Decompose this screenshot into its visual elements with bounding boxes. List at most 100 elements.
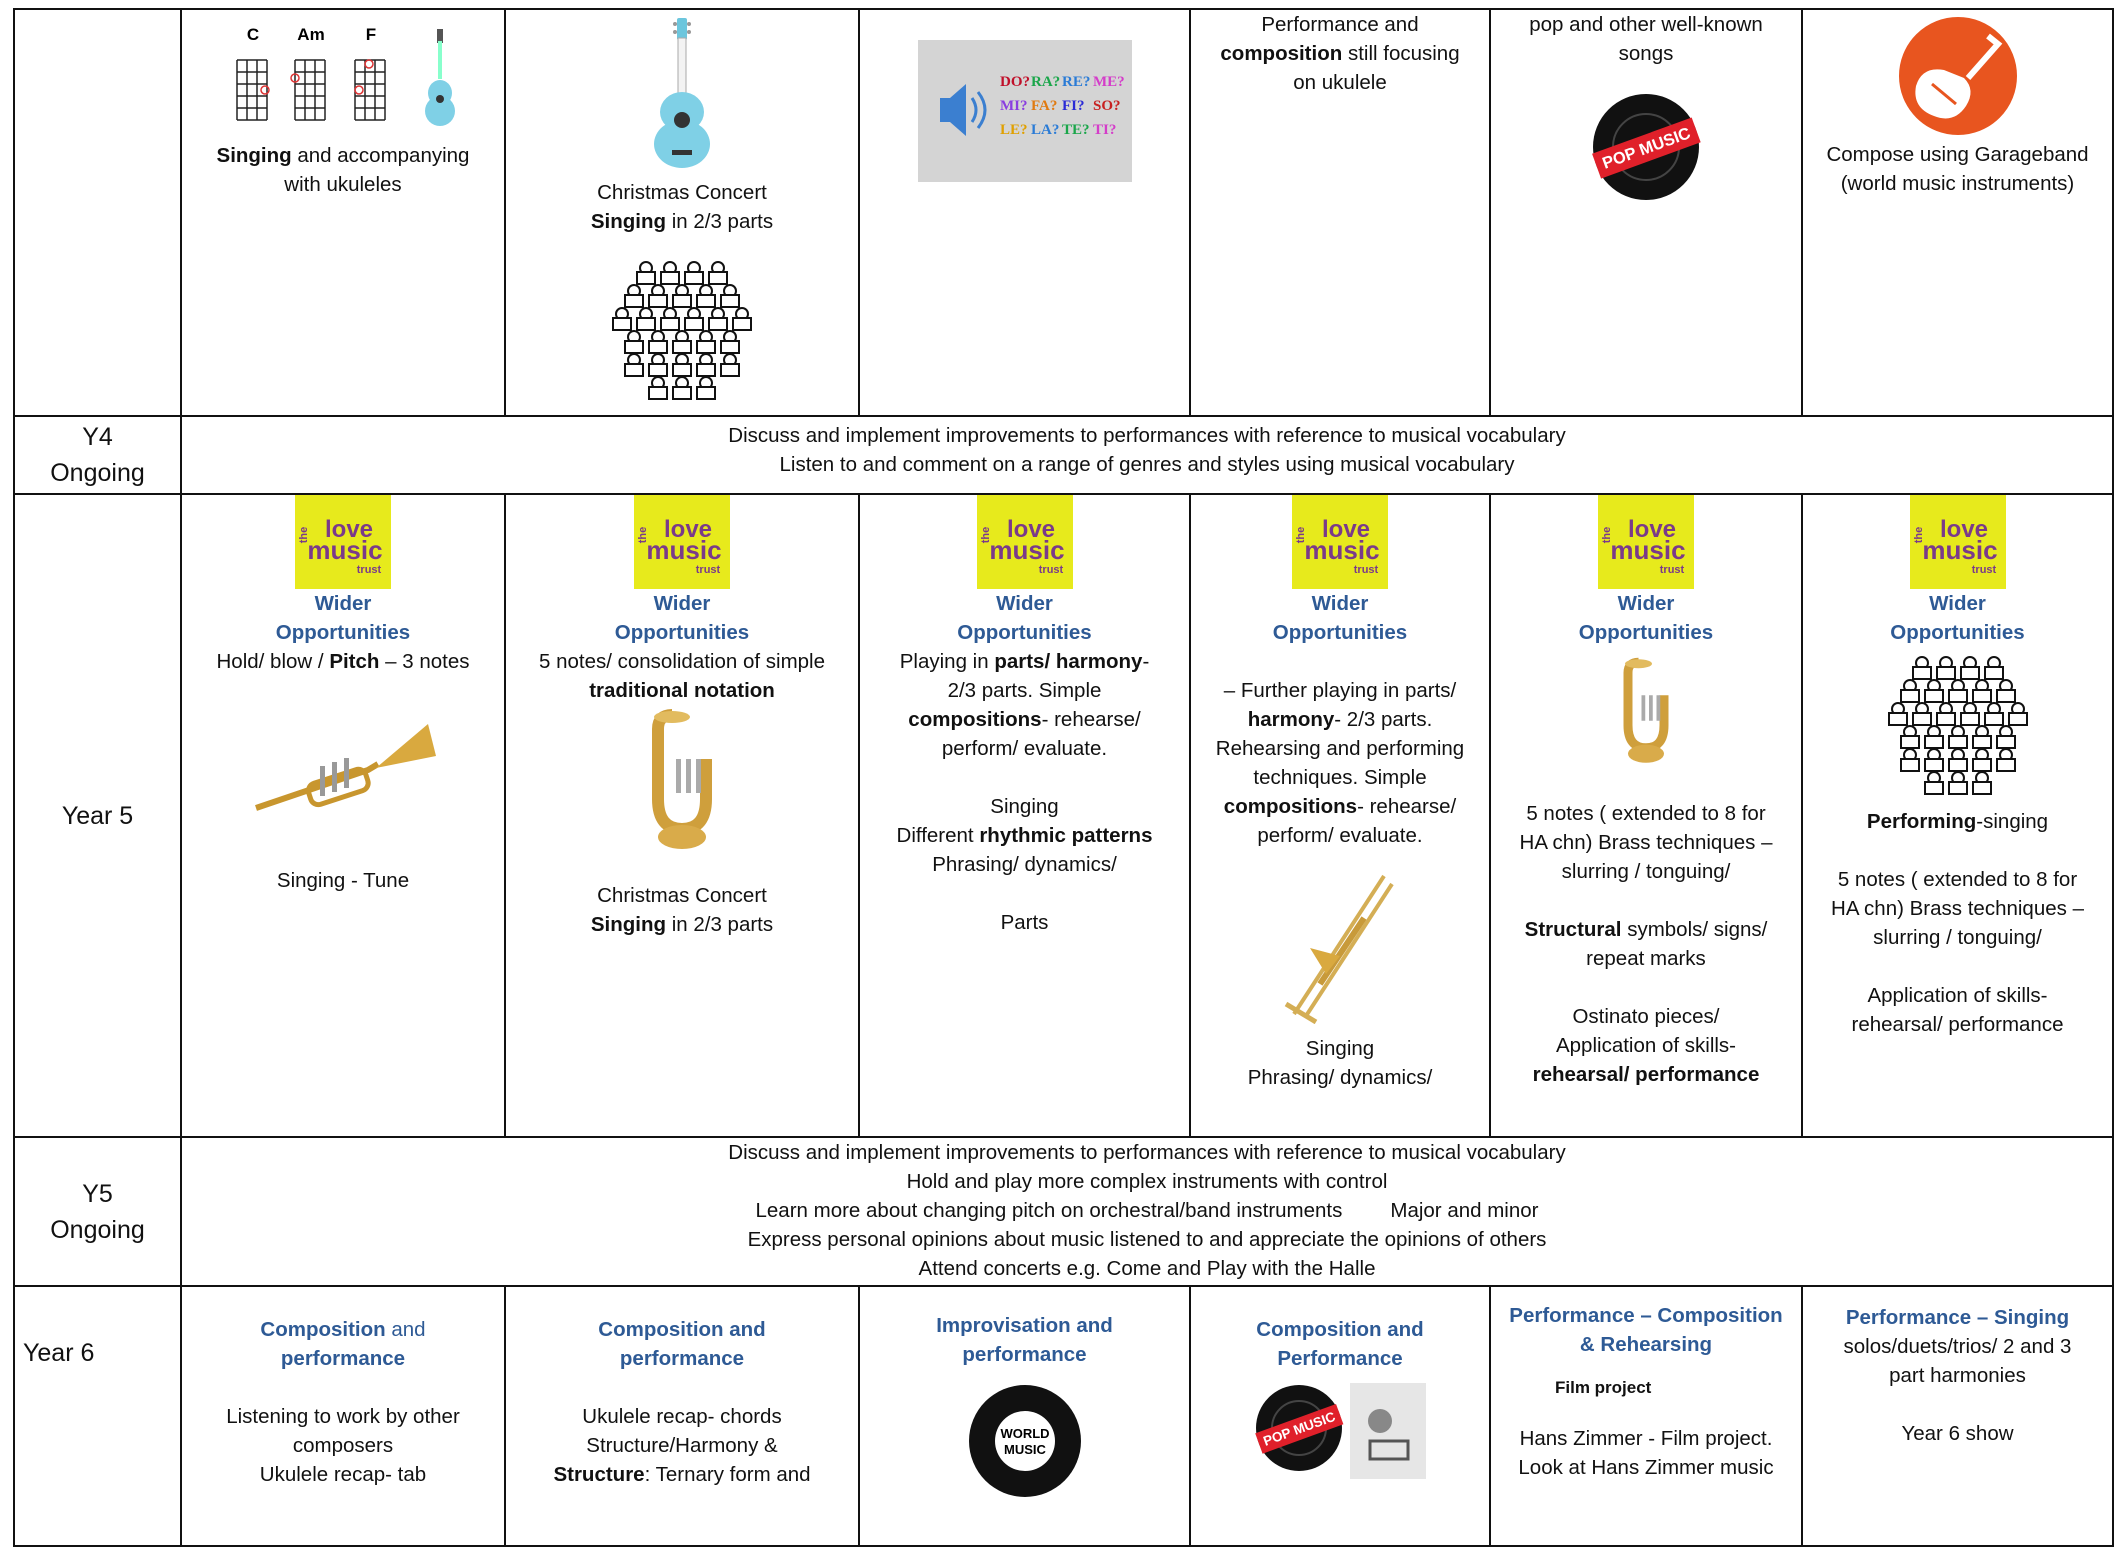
singer-body xyxy=(1899,735,1920,749)
cell: Performance – Composition & Rehearsing Fi… xyxy=(1489,1285,1803,1547)
heading: Improvisation and performance xyxy=(936,1311,1113,1369)
text-run: compositions xyxy=(908,708,1042,731)
text-run: Wider xyxy=(1311,592,1369,615)
text-run: Attend concerts e.g. Come and Play with … xyxy=(918,1257,1376,1280)
text-line: Wider xyxy=(957,589,1091,618)
singer-body xyxy=(684,317,704,331)
ukulele-small xyxy=(425,29,455,126)
paragraph: Singing Phrasing/ dynamics/ xyxy=(1248,1034,1433,1092)
singer-body xyxy=(1935,712,1956,726)
logo-bg xyxy=(295,495,391,589)
paragraph: Hans Zimmer - Film project. Look at Hans … xyxy=(1518,1424,1773,1482)
text-run: Opportunities xyxy=(1578,621,1714,644)
row-label: Ongoing xyxy=(50,459,145,487)
text-run: Structural xyxy=(1524,918,1622,941)
paragraph: Performance and composition still focusin… xyxy=(1220,10,1459,97)
choir-icon xyxy=(1883,651,2033,797)
valve xyxy=(676,759,681,793)
text-line: Composition and xyxy=(260,1315,425,1344)
love-music-logo: the love music trust xyxy=(1598,495,1694,589)
text-run: rehearsal/ performance xyxy=(1532,1063,1760,1086)
label-cell: Year 5 xyxy=(13,493,182,1138)
cell: Performance and composition still focusin… xyxy=(1189,8,1491,417)
row-label: Year 5 xyxy=(61,801,134,830)
solfege-syllable: RE? xyxy=(1062,74,1090,90)
cell-box: the love music trust Wider Opportunities 5 n… xyxy=(506,495,858,1133)
text-line: 5 notes/ consolidation of simple xyxy=(539,647,825,676)
text-run: Singing xyxy=(1305,1037,1375,1060)
row-label: Year 6 xyxy=(23,1339,95,1367)
cell: C Am F Singing and accompanying with ukul… xyxy=(180,8,506,417)
text-run: rhythmic patterns xyxy=(979,824,1153,847)
logo-bg xyxy=(976,495,1073,589)
text-line: Performance xyxy=(1256,1344,1423,1373)
text-run: Ukulele recap- chords xyxy=(582,1405,782,1428)
text-run: Structure xyxy=(553,1463,645,1486)
text-run: Singing xyxy=(990,795,1059,818)
text-run: 5 notes/ consolidation of simple xyxy=(538,650,826,673)
singer-body xyxy=(1995,735,2016,749)
logo-bg xyxy=(634,495,730,589)
paragraph: Listening to work by other composers Ukule… xyxy=(226,1402,460,1489)
text-run: – Further playing in parts/ xyxy=(1223,679,1457,702)
text-line: Wider xyxy=(1273,589,1407,618)
logo-graphic: POP MUSIC xyxy=(1592,94,1701,200)
cell-box: the love music trust Wider Opportunities Pla… xyxy=(860,495,1189,1133)
curriculum-table: C Am F Singing and accompanying with ukul… xyxy=(13,8,2114,1547)
text-line: compositions- rehearse/ xyxy=(900,705,1150,734)
cell-box: Compose using Garageband (world music ins… xyxy=(1803,10,2112,412)
text-line: Singing in 2/3 parts xyxy=(591,910,773,939)
finger-dot xyxy=(364,59,374,69)
text-run: Ukulele recap- tab xyxy=(259,1463,427,1486)
text-line: Singing - Tune xyxy=(277,866,409,895)
logo-text: the xyxy=(1601,527,1613,544)
text-run: Application of skills- xyxy=(1867,984,2048,1007)
cell: pop and other well-known songs POP MUSIC xyxy=(1489,8,1803,417)
logo-text: love xyxy=(1006,516,1054,543)
paragraph: Christmas Concert Singing in 2/3 parts xyxy=(591,178,773,236)
text-line: Wider xyxy=(276,589,410,618)
text-run: Opportunities xyxy=(1272,621,1408,644)
chord-name: C xyxy=(247,25,259,44)
tuba-top xyxy=(1625,659,1652,669)
singer-body xyxy=(612,317,632,331)
text-run: Opportunities xyxy=(614,621,750,644)
cell-box: Performance – Singing solos/duets/trios/… xyxy=(1803,1287,2112,1513)
text-run: Look at Hans Zimmer music xyxy=(1518,1456,1774,1479)
text-line: HA chn) Brass techniques – xyxy=(1831,894,2084,923)
cell-box: Improvisation and performance WORLD MUSIC xyxy=(860,1287,1189,1521)
text-run: on ukulele xyxy=(1293,71,1387,94)
pop-music-logo: POP MUSIC xyxy=(1591,92,1701,202)
solfege-syllable: SO? xyxy=(1093,98,1121,114)
text-run: Major and minor xyxy=(1390,1199,1539,1222)
choir-graphic xyxy=(1887,656,2028,795)
text-line: repeat marks xyxy=(1525,944,1768,973)
text-line: part harmonies xyxy=(1844,1361,2072,1390)
solfege-syllable: LA? xyxy=(1031,122,1059,138)
text-line: Improvisation and xyxy=(936,1311,1113,1340)
singer-body xyxy=(648,294,668,308)
euphonium xyxy=(1616,649,1676,779)
singer-body xyxy=(684,271,704,285)
singer-body xyxy=(636,317,656,331)
row-label: Ongoing xyxy=(50,1215,145,1244)
text-line: Performance – Singing xyxy=(1846,1303,2069,1332)
text-run: Different xyxy=(896,824,980,847)
solfege-syllable: TI? xyxy=(1093,122,1116,138)
paragraph: Singing - Tune xyxy=(277,866,409,895)
heading: Wider Opportunities xyxy=(957,589,1091,647)
text-run: solos/duets/trios/ 2 and 3 xyxy=(1843,1335,2072,1358)
text-line: Discuss and implement improvements to pe… xyxy=(182,1138,2112,1167)
text-line: (world music instruments) xyxy=(1826,169,2088,198)
text-line: on ukulele xyxy=(1220,68,1459,97)
text-run: songs xyxy=(1618,42,1674,65)
paragraph: – Further playing in parts/harmony- 2/3 … xyxy=(1216,676,1464,850)
cell-box: Performance – Composition & Rehearsing Fi… xyxy=(1491,1287,1801,1511)
paragraph: Ukulele recap- chords Structure/Harmony &… xyxy=(553,1402,810,1489)
text-run: 5 notes ( extended to 8 for xyxy=(1526,802,1766,825)
text-run: Parts xyxy=(1000,911,1049,934)
heading: Wider Opportunities xyxy=(276,589,410,647)
ongoing-cell: Discuss and implement improvements to pe… xyxy=(180,1136,2114,1287)
text-line: performance xyxy=(936,1340,1113,1369)
